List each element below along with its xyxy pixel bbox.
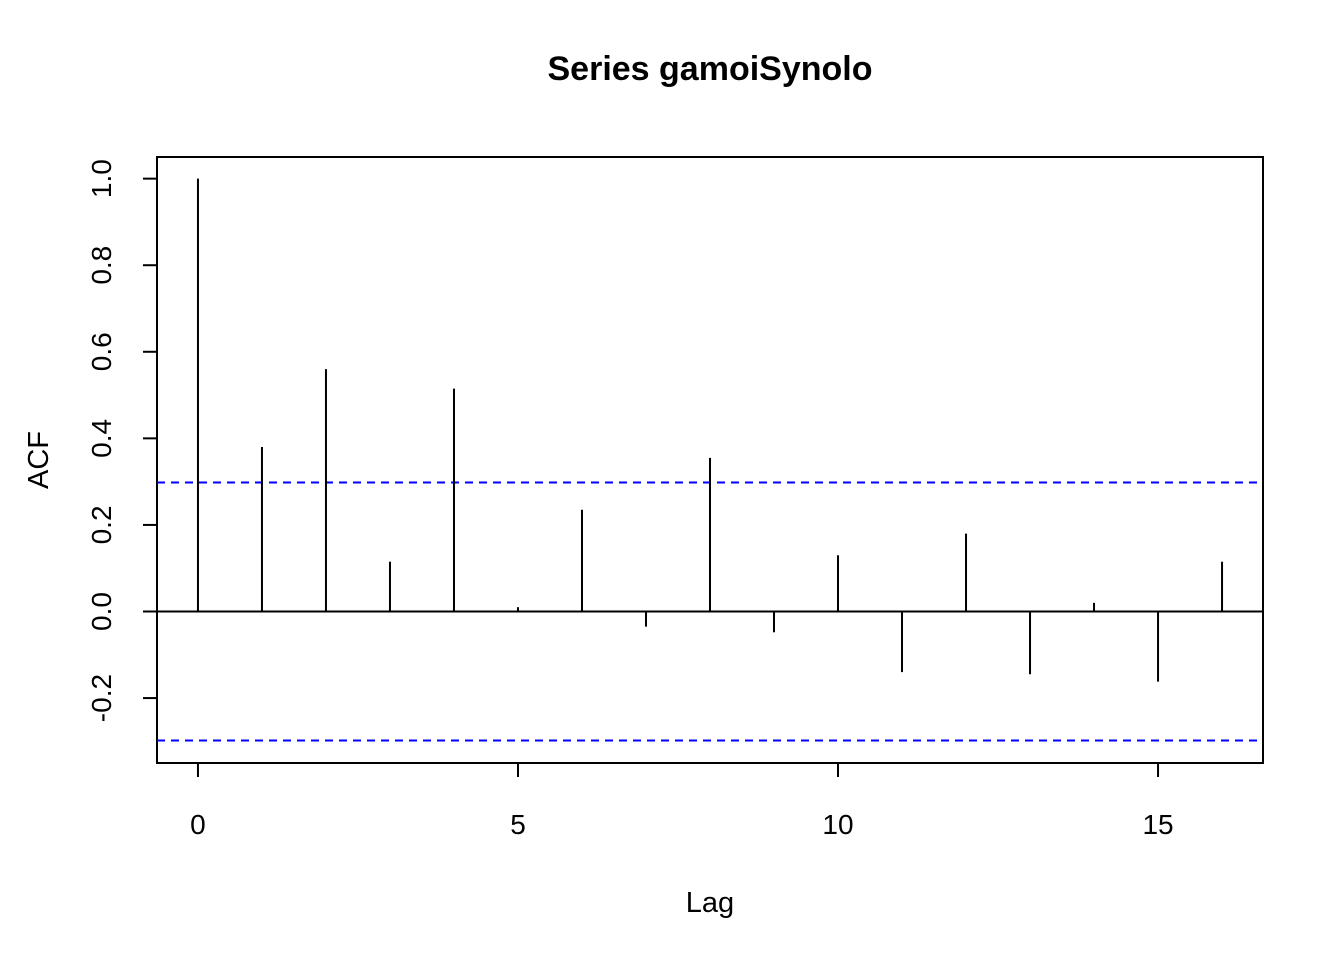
acf-stems	[196, 178, 1224, 682]
x-axis-label: Lag	[686, 887, 734, 919]
y-tick-label: -0.2	[86, 674, 117, 722]
x-tick-label: 5	[510, 809, 526, 840]
x-axis: 0 5 10 15	[190, 762, 1174, 840]
y-axis: -0.2 0.0 0.2 0.4 0.6 0.8 1.0	[86, 159, 158, 722]
x-tick-label: 0	[190, 809, 206, 840]
y-tick-label: 0.0	[86, 592, 117, 631]
chart-title: Series gamoiSynolo	[548, 50, 873, 88]
y-tick-label: 0.6	[86, 332, 117, 371]
x-tick-label: 10	[822, 809, 853, 840]
x-tick-label: 15	[1142, 809, 1173, 840]
y-tick-label: 0.2	[86, 505, 117, 544]
y-tick-label: 0.4	[86, 419, 117, 458]
y-axis-label: ACF	[23, 431, 55, 489]
y-tick-label: 0.8	[86, 246, 117, 285]
y-tick-label: 1.0	[86, 159, 117, 198]
